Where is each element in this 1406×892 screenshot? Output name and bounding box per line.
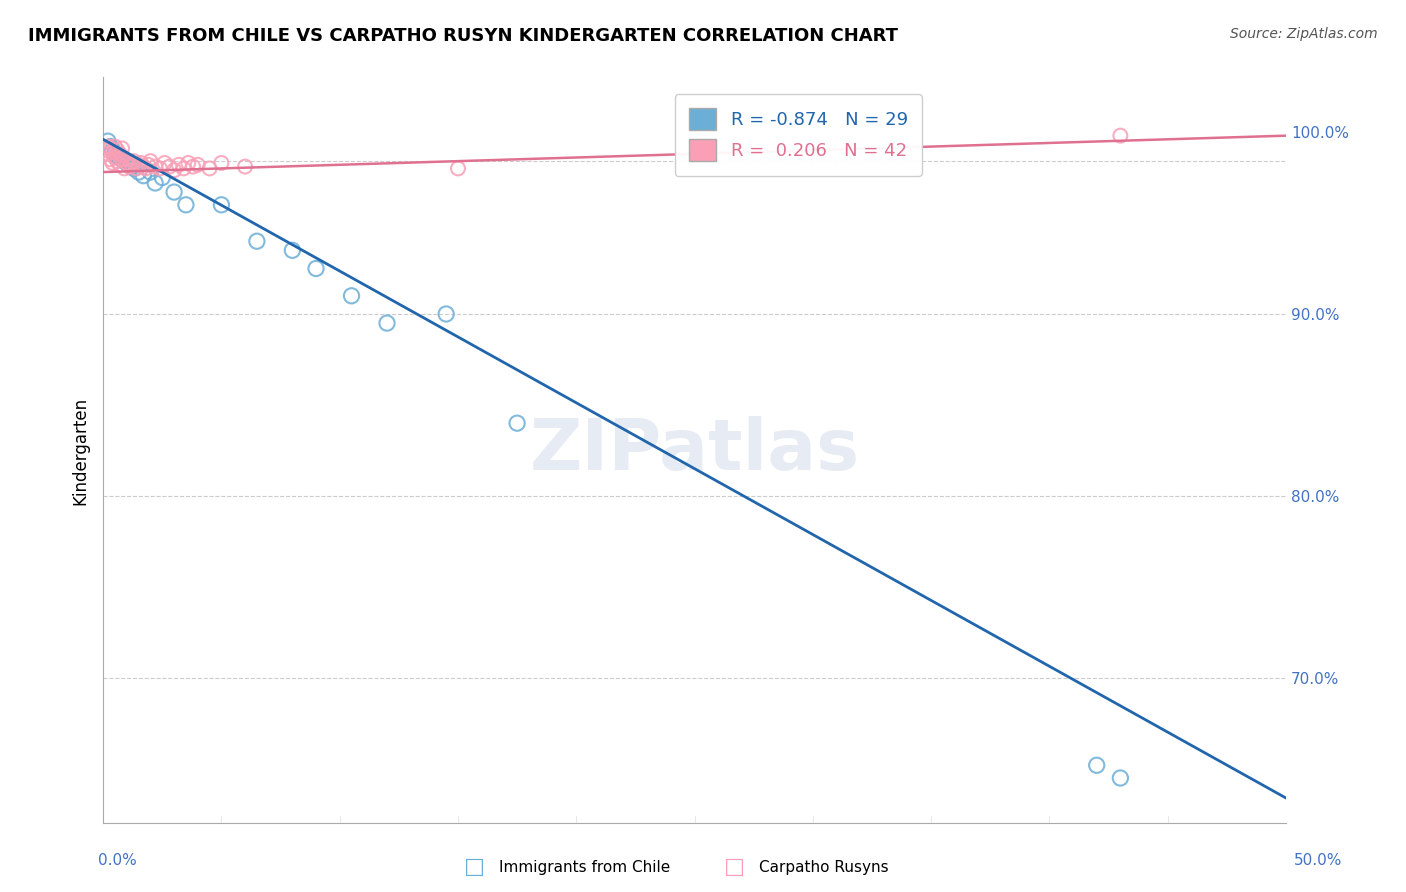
Point (104, 151, 127, 165)
Point (177, 156, 200, 170)
Point (153, 156, 176, 170)
Point (129, 156, 152, 170)
Text: ZIPatlas: ZIPatlas (530, 416, 859, 485)
Point (118, 160, 141, 174)
Point (246, 234, 269, 248)
Point (157, 160, 180, 174)
Point (105, 143, 128, 157)
Point (143, 160, 166, 174)
Point (105, 154, 128, 169)
Point (101, 143, 124, 157)
Text: □: □ (464, 857, 485, 877)
Point (163, 163, 186, 178)
Point (115, 156, 138, 170)
Point (108, 158, 131, 172)
Point (209, 198, 232, 212)
Point (108, 151, 131, 165)
Point (101, 156, 124, 170)
Point (143, 176, 166, 190)
Point (98, 141, 121, 155)
Point (305, 261, 328, 276)
Point (198, 161, 221, 176)
Point (128, 158, 150, 172)
Point (281, 244, 304, 258)
Point (98, 153, 121, 167)
Text: Source: ZipAtlas.com: Source: ZipAtlas.com (1230, 27, 1378, 41)
Legend: R = -0.874   N = 29, R =  0.206   N = 42: R = -0.874 N = 29, R = 0.206 N = 42 (675, 94, 922, 176)
Point (187, 158, 209, 172)
Point (150, 170, 173, 185)
Point (111, 153, 134, 167)
Point (434, 307, 457, 321)
Point (1109, 771, 1132, 785)
Point (122, 154, 145, 169)
Point (167, 158, 190, 172)
Point (174, 198, 197, 212)
Point (111, 153, 134, 167)
Point (104, 146, 127, 161)
Point (209, 156, 232, 170)
Point (115, 156, 138, 170)
Point (125, 161, 148, 176)
Point (506, 416, 529, 430)
Point (173, 161, 195, 176)
Point (1085, 758, 1108, 772)
Point (139, 154, 162, 169)
Point (128, 165, 150, 179)
Y-axis label: Kindergarten: Kindergarten (72, 396, 89, 505)
Point (111, 141, 134, 155)
Point (118, 158, 141, 172)
Point (97, 146, 120, 161)
Point (112, 154, 135, 169)
Text: 0.0%: 0.0% (98, 854, 138, 868)
Point (97, 139, 120, 153)
Point (135, 161, 157, 176)
Point (121, 158, 143, 172)
Point (233, 160, 256, 174)
Text: IMMIGRANTS FROM CHILE VS CARPATHO RUSYN KINDERGARTEN CORRELATION CHART: IMMIGRANTS FROM CHILE VS CARPATHO RUSYN … (28, 27, 898, 45)
Point (1109, 128, 1132, 143)
Point (122, 161, 145, 176)
Text: 50.0%: 50.0% (1295, 854, 1343, 868)
Text: □: □ (724, 857, 745, 877)
Point (181, 160, 204, 174)
Point (375, 316, 398, 330)
Text: Immigrants from Chile: Immigrants from Chile (499, 860, 671, 874)
Point (163, 185, 186, 199)
Point (149, 161, 172, 176)
Point (112, 161, 135, 176)
Point (105, 149, 128, 163)
Point (94, 143, 117, 157)
Point (447, 161, 470, 176)
Point (136, 158, 159, 172)
Point (97, 134, 120, 148)
Point (132, 160, 155, 174)
Point (121, 160, 143, 174)
Point (340, 289, 363, 303)
Point (101, 145, 124, 159)
Point (132, 169, 155, 183)
Point (108, 146, 131, 161)
Text: Carpatho Rusyns: Carpatho Rusyns (759, 860, 889, 874)
Point (104, 139, 127, 153)
Point (139, 165, 162, 179)
Point (98, 139, 121, 153)
